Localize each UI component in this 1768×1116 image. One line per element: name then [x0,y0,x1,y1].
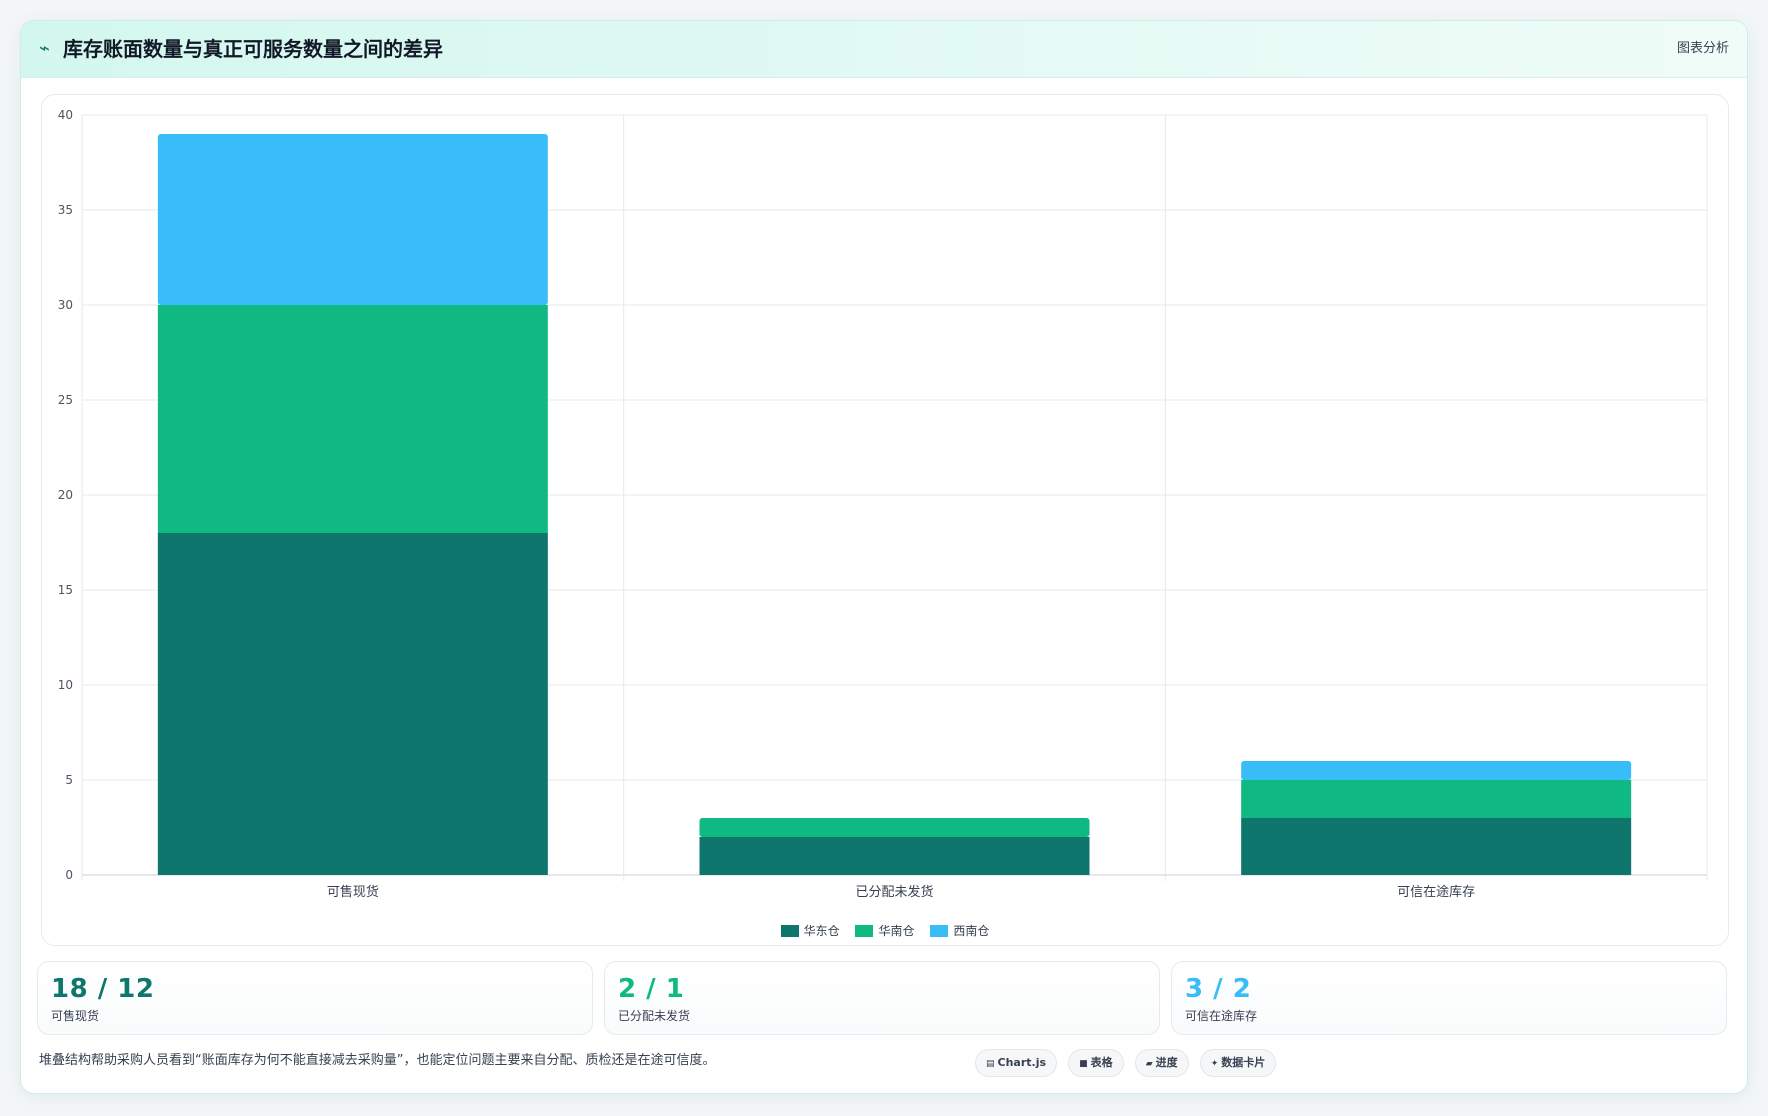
chart-analysis-label: 图表分析 [1676,41,1729,56]
chip-label: 进度 [1155,1056,1178,1069]
chart-card: ⌁ 库存账面数量与真正可服务数量之间的差异 图表分析 0 5 10 15 20 25 30 3… [20,20,1748,1094]
y-tick-label: 0 [65,868,73,882]
bar-segment[interactable] [1241,818,1632,875]
wave-icon: ⌁ [39,38,50,59]
y-tick-label: 15 [58,583,73,597]
stat-label: 可售现货 [51,1009,100,1023]
legend-label: 西南仓 [953,924,990,938]
view-chips: ▤ Chart.js ■ 表格 ▰ 进度 ✦ 数据卡片 [975,1049,1282,1077]
x-tick-label: 已分配未发货 [855,884,933,900]
chip-progress[interactable]: ▰ 进度 [1134,1049,1189,1077]
y-tick-label: 10 [58,678,73,692]
stat-card-in-transit: 3 / 2 可信在途库存 [1171,961,1727,1035]
bar-segment[interactable] [699,837,1090,875]
table-icon: ■ [1079,1059,1088,1069]
chart-legend: 华东仓 华南仓 西南仓 [42,923,1728,939]
stat-card-allocated: 2 / 1 已分配未发货 [604,961,1160,1035]
legend-label: 华东仓 [803,924,840,938]
stat-label: 可信在途库存 [1185,1009,1258,1023]
y-tick-label: 25 [58,393,73,407]
card-header: ⌁ 库存账面数量与真正可服务数量之间的差异 图表分析 [21,21,1747,78]
stat-value: 18 / 12 [51,974,155,1004]
x-tick-label: 可售现货 [327,884,379,900]
chip-data-card[interactable]: ✦ 数据卡片 [1199,1049,1277,1077]
progress-icon: ▰ [1145,1059,1153,1069]
stat-card-available: 18 / 12 可售现货 [37,961,593,1035]
legend-swatch [780,925,799,937]
chart-icon: ▤ [986,1059,995,1069]
footer-note: 堆叠结构帮助采购人员看到“账面库存为何不能直接减去采购量”，也能定位问题主要来自… [39,1053,716,1068]
chart-container: 0 5 10 15 20 25 30 35 40 可售现货 已分配未发货 可信在途库存 华东仓 华南仓… [41,94,1729,946]
bar-segment[interactable] [699,818,1090,837]
stacked-bar-chart: 0 5 10 15 20 25 30 35 40 可售现货 已分配未发货 可信在途库存 [58,108,1708,900]
chip-chartjs[interactable]: ▤ Chart.js [975,1049,1058,1077]
bar-segment[interactable] [157,134,548,305]
bar-segment[interactable] [1241,761,1632,780]
bar-segment[interactable] [157,305,548,533]
legend-swatch [930,925,949,937]
y-tick-label: 5 [65,773,73,787]
bar-segment[interactable] [1241,780,1632,818]
chip-label: 表格 [1090,1056,1113,1069]
chip-label: Chart.js [997,1056,1047,1069]
legend-label: 华南仓 [878,924,915,938]
chip-table[interactable]: ■ 表格 [1068,1049,1124,1077]
stat-label: 已分配未发货 [618,1009,691,1023]
sparkle-icon: ✦ [1210,1059,1219,1069]
y-tick-label: 40 [58,108,73,122]
stat-value: 3 / 2 [1185,974,1252,1004]
chart-title: 库存账面数量与真正可服务数量之间的差异 [63,37,443,61]
legend-swatch [855,925,874,937]
bar-segment[interactable] [157,533,548,875]
x-tick-label: 可信在途库存 [1397,884,1475,900]
y-tick-label: 20 [58,488,73,502]
chip-label: 数据卡片 [1221,1056,1266,1069]
stat-value: 2 / 1 [618,974,685,1004]
y-tick-label: 35 [58,203,73,217]
legend-item-华东仓[interactable]: 华东仓 [780,923,840,939]
legend-item-西南仓[interactable]: 西南仓 [930,923,989,939]
y-tick-label: 30 [58,298,73,312]
legend-item-华南仓[interactable]: 华南仓 [855,923,915,939]
